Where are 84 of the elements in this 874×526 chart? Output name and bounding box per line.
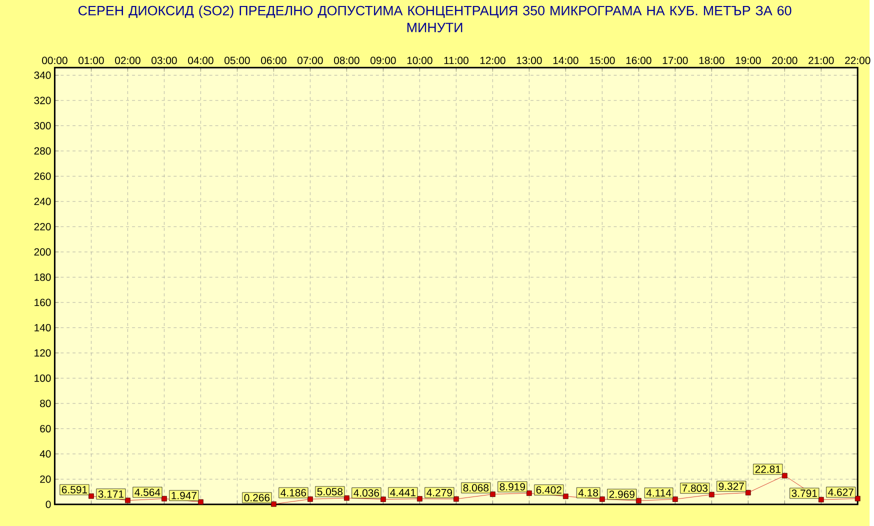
point: [562, 493, 568, 499]
data-label: 4.564: [134, 488, 160, 496]
y-tick-label: 240: [34, 198, 51, 206]
x-tick-label: 08:00: [334, 56, 360, 64]
y-tick-label: 300: [34, 122, 51, 130]
y-tick-label: 120: [34, 349, 51, 356]
y-tick-label: 340: [34, 71, 51, 79]
x-tick-label: 19:00: [736, 56, 761, 64]
data-label: 7.803: [682, 484, 708, 492]
point: [125, 498, 130, 503]
x-tick-label: 06:00: [261, 56, 286, 64]
x-tick-label: 02:00: [115, 56, 140, 64]
x-tick-label: 04:00: [188, 56, 214, 64]
point: [344, 495, 350, 501]
chart-title: СЕРЕН ДИОКСИД (SO2) ПРЕДЕЛНО ДОПУСТИМА КОНЦЕНТРАЦИЯ 350 МИКРОГРАМА НА КУБ. МЕТЪР ЗА 60 МИНУТИ: [78, 5, 792, 32]
point: [380, 496, 386, 502]
data-label: 2.969: [609, 490, 634, 498]
data-label: 1.947: [172, 492, 196, 500]
data-label: 4.441: [390, 488, 416, 496]
point: [308, 496, 313, 502]
data-label: 8.068: [463, 484, 489, 492]
data-label: 8.919: [500, 482, 525, 490]
x-tick-label: 09:00: [370, 56, 396, 64]
y-tick-label: 100: [34, 374, 51, 382]
data-label: 4.186: [280, 488, 306, 496]
data-label: 4.18: [578, 488, 598, 496]
point: [271, 501, 276, 507]
data-label: 5.058: [317, 488, 343, 496]
point: [416, 496, 422, 502]
point: [198, 499, 204, 504]
point: [88, 493, 94, 499]
y-tick-label: 260: [34, 172, 51, 180]
point: [708, 492, 714, 498]
x-tick-label: 07:00: [298, 56, 323, 64]
data-label: 4.036: [354, 489, 380, 496]
x-tick-label: 14:00: [553, 56, 578, 64]
point: [526, 490, 532, 496]
data-label: 4.627: [828, 488, 854, 496]
x-tick-label: 22:00: [845, 56, 870, 64]
y-tick-label: 20: [40, 475, 51, 483]
data-label: 4.279: [426, 488, 452, 496]
point: [490, 491, 496, 497]
x-tick-label: 16:00: [626, 56, 652, 64]
y-tick-label: 140: [34, 324, 51, 332]
x-tick-label: 21:00: [808, 56, 834, 64]
x-tick-label: 18:00: [699, 56, 724, 64]
x-tick-label: 17:00: [662, 56, 688, 64]
point: [782, 472, 788, 478]
point: [745, 490, 751, 496]
point: [818, 496, 824, 502]
data-label: 3.791: [792, 489, 817, 497]
data-label: 4.114: [646, 489, 672, 496]
y-tick-label: 60: [40, 424, 51, 432]
point: [162, 496, 167, 502]
y-tick-label: 220: [34, 222, 51, 230]
y-tick-label: 40: [40, 450, 51, 458]
y-tick-label: 0: [46, 500, 51, 508]
y-tick-label: 180: [34, 273, 51, 281]
point: [599, 496, 605, 502]
point: [854, 496, 860, 502]
x-tick-label: 10:00: [407, 56, 432, 64]
y-tick-label: 200: [34, 248, 51, 256]
y-tick-label: 320: [34, 96, 51, 104]
x-tick-label: 01:00: [78, 56, 104, 64]
x-tick-label: 00:00: [42, 56, 68, 64]
point: [636, 498, 642, 504]
data-label: 22.81: [755, 465, 780, 473]
x-tick-label: 20:00: [772, 56, 798, 64]
x-tick-label: 03:00: [152, 56, 177, 64]
x-tick-label: 13:00: [516, 56, 542, 64]
x-tick-label: 12:00: [480, 56, 506, 64]
x-tick-label: 11:00: [444, 56, 468, 64]
point: [672, 496, 678, 502]
x-tick-label: 15:00: [590, 56, 615, 64]
data-label: 9.327: [718, 482, 744, 490]
y-tick-label: 160: [34, 298, 51, 306]
point: [453, 496, 459, 502]
data-label: 6.591: [62, 486, 88, 494]
y-tick-label: 80: [40, 400, 51, 407]
data-label: 6.402: [536, 486, 562, 494]
x-tick-label: 05:00: [224, 56, 250, 64]
y-tick-label: 280: [34, 147, 51, 155]
data-label: 0.266: [244, 494, 270, 502]
data-label: 3.171: [98, 490, 124, 498]
